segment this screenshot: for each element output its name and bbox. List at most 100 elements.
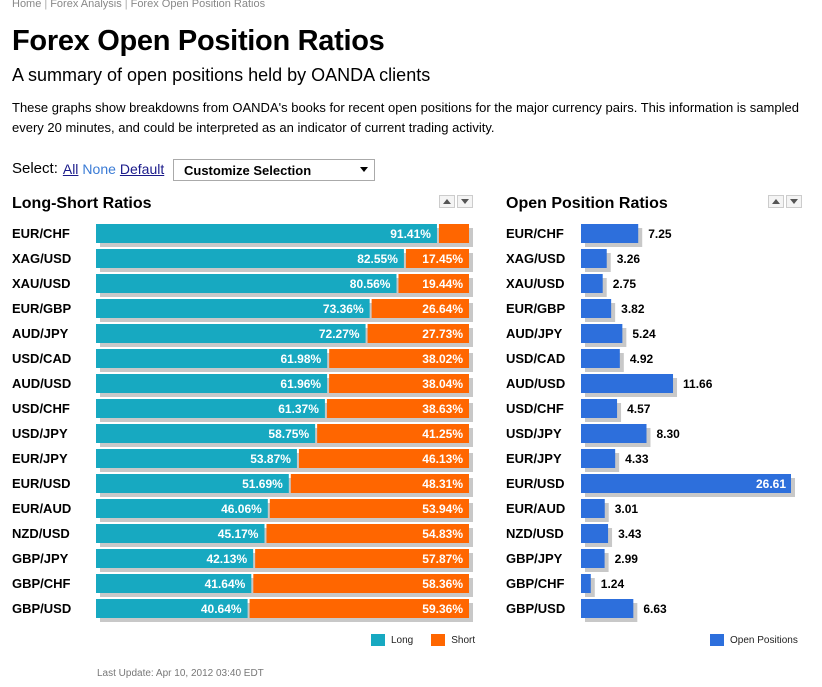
select-default-link[interactable]: Default [119,160,165,177]
long-value-label: 72.27% [319,327,360,341]
open-value-label: 3.82 [621,302,645,316]
open-position-bar [581,449,616,468]
category-label: USD/CHF [12,401,70,416]
open-position-bar [581,249,607,268]
category-label: XAU/USD [12,276,71,291]
selection-row: Select: All None Default [12,160,168,177]
open-value-label: 7.25 [648,227,672,241]
select-all-link[interactable]: All [62,160,79,177]
open-position-sort [766,195,802,208]
short-bar [326,399,469,418]
open-position-bar [581,324,623,343]
category-label: EUR/AUD [12,501,71,516]
short-value-label: 59.36% [422,602,463,616]
category-label: NZD/USD [12,526,70,541]
category-label: GBP/USD [506,601,565,616]
short-bar [367,324,469,343]
triangle-down-icon [461,199,469,204]
category-label: XAG/USD [12,251,71,266]
category-label: EUR/JPY [506,451,562,466]
long-bar [96,299,370,318]
open-value-label: 6.63 [643,602,667,616]
long-short-sort [437,195,473,208]
category-label: USD/JPY [506,426,562,441]
long-bar [96,524,265,543]
sort-up-button[interactable] [439,195,455,208]
long-bar [96,349,328,368]
long-value-label: 53.87% [250,452,291,466]
breadcrumb: Home | Forex Analysis | Forex Open Position … [12,0,266,10]
short-value-label: 17.45% [422,252,463,266]
legend-open: Open Positions [710,634,798,646]
category-label: XAG/USD [506,251,565,266]
long-value-label: 45.17% [218,527,259,541]
category-label: EUR/JPY [12,451,68,466]
open-position-bar [581,374,674,393]
long-value-label: 61.37% [278,402,319,416]
triangle-down-icon [790,199,798,204]
select-label: Select: [12,160,58,177]
short-value-label: 38.63% [422,402,463,416]
long-value-label: 40.64% [201,602,242,616]
long-bar [96,324,366,343]
open-position-legend: Open Positions [710,634,816,646]
breadcrumb-current[interactable]: Forex Open Position Ratios [130,0,266,10]
short-value-label: 38.02% [422,352,463,366]
long-bar [96,499,268,518]
category-label: GBP/CHF [12,576,71,591]
open-value-label: 4.92 [630,352,654,366]
page-description: These graphs show breakdowns from OANDA'… [12,100,799,135]
short-bar [317,424,469,443]
open-value-label: 3.43 [618,527,642,541]
open-position-bar [581,524,609,543]
short-bar [269,499,469,518]
customize-selection-dropdown[interactable]: Customize Selection [173,159,375,181]
category-label: EUR/CHF [12,226,70,241]
breadcrumb-home[interactable]: Home [12,0,42,10]
short-bar [405,249,469,268]
long-bar [96,274,397,293]
sort-down-button[interactable] [457,195,473,208]
long-value-label: 80.56% [350,277,391,291]
category-label: USD/CAD [12,351,71,366]
open-value-label: 3.26 [617,252,641,266]
legend-long: Long [371,634,413,646]
category-label: GBP/USD [12,601,71,616]
sort-up-button[interactable] [768,195,784,208]
legend-short: Short [431,634,475,646]
select-none-link[interactable]: None [82,160,116,177]
chevron-down-icon [360,167,368,172]
category-label: GBP/CHF [506,576,565,591]
long-short-legend: Long Short [371,634,493,646]
category-label: EUR/USD [12,476,71,491]
short-value-label: 58.36% [422,577,463,591]
long-bar [96,399,325,418]
long-bar [96,599,248,618]
long-value-label: 91.41% [390,227,431,241]
long-value-label: 46.06% [221,502,262,516]
category-label: GBP/JPY [12,551,69,566]
page-subtitle: A summary of open positions held by OAND… [12,65,431,85]
triangle-up-icon [772,199,780,204]
long-short-title: Long-Short Ratios [12,195,152,212]
triangle-up-icon [443,199,451,204]
category-label: USD/CHF [506,401,564,416]
long-bar [96,224,437,243]
breadcrumb-forex-analysis[interactable]: Forex Analysis [50,0,122,10]
open-position-bar [581,349,620,368]
open-position-bar [581,274,603,293]
short-value-label: 27.73% [422,327,463,341]
legend-long-swatch [371,634,385,646]
short-value-label: 46.13% [422,452,463,466]
open-value-label: 2.75 [613,277,637,291]
short-value-label: 26.64% [422,302,463,316]
sort-down-button[interactable] [786,195,802,208]
short-value-label: 54.83% [422,527,463,541]
short-bar [249,599,469,618]
category-label: EUR/GBP [506,301,566,316]
open-position-bar [581,224,639,243]
legend-short-swatch [431,634,446,646]
open-position-bar [581,474,791,493]
dropdown-label: Customize Selection [184,163,312,178]
